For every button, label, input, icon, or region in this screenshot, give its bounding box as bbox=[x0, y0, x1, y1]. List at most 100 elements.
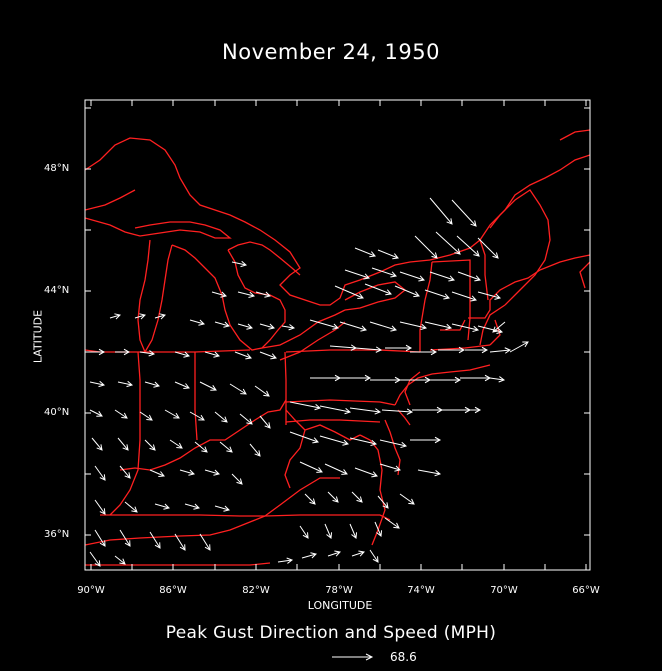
frame-ticks bbox=[85, 100, 590, 570]
gust-vector bbox=[384, 517, 400, 529]
gust-vector bbox=[399, 493, 415, 505]
gust-vector bbox=[399, 271, 425, 282]
gust-vector bbox=[299, 525, 309, 539]
gust-vector bbox=[410, 436, 442, 444]
gust-vector bbox=[174, 533, 186, 551]
gust-vector bbox=[379, 439, 408, 449]
gust-vector bbox=[435, 231, 461, 255]
gust-vector bbox=[179, 469, 195, 476]
map-title: November 24, 1950 bbox=[222, 40, 440, 64]
gust-vector bbox=[299, 461, 323, 473]
gust-vector bbox=[492, 321, 506, 333]
gust-vector bbox=[489, 347, 512, 354]
gust-vector bbox=[339, 321, 367, 332]
y-tick-48N: 48°N bbox=[44, 163, 69, 174]
gust-vector bbox=[214, 321, 230, 328]
gust-vector bbox=[184, 503, 200, 510]
gust-vector bbox=[94, 529, 106, 547]
gust-vector bbox=[424, 289, 450, 300]
gust-vector bbox=[154, 503, 170, 510]
gust-vector bbox=[399, 321, 428, 331]
gust-vector bbox=[114, 409, 128, 419]
gust-vector bbox=[369, 321, 397, 332]
y-tick-44N: 44°N bbox=[44, 285, 69, 296]
gust-vector bbox=[385, 344, 413, 352]
gust-vector bbox=[89, 551, 101, 567]
gust-vector bbox=[91, 437, 103, 451]
gust-vector bbox=[354, 247, 376, 258]
gust-vector bbox=[364, 283, 392, 296]
gust-vector bbox=[309, 319, 339, 330]
gust-vector bbox=[334, 285, 364, 300]
gust-vector bbox=[429, 271, 455, 282]
gust-vector bbox=[377, 495, 389, 509]
gust-vector bbox=[304, 493, 316, 505]
gust-vector bbox=[214, 505, 230, 512]
gust-vector bbox=[139, 411, 153, 421]
gust-vector bbox=[259, 415, 271, 429]
gust-vector bbox=[465, 346, 489, 354]
gust-vector bbox=[249, 443, 261, 457]
gust-vector bbox=[457, 271, 481, 282]
gust-vector bbox=[144, 439, 156, 451]
gust-vector bbox=[351, 550, 365, 557]
gust-vector bbox=[349, 523, 358, 539]
x-tick-70W: 70°W bbox=[490, 585, 518, 596]
gust-vector bbox=[237, 323, 253, 330]
gust-vector bbox=[255, 291, 271, 298]
map-frame bbox=[84, 99, 591, 571]
gust-vector bbox=[451, 291, 477, 302]
gust-vector bbox=[189, 319, 205, 326]
gust-vector bbox=[277, 557, 294, 564]
gust-vector bbox=[89, 380, 106, 388]
x-tick-82W: 82°W bbox=[242, 585, 270, 596]
gust-vector bbox=[324, 523, 333, 539]
reference-vector-value: 68.6 bbox=[390, 650, 417, 664]
gust-vector bbox=[377, 249, 399, 260]
x-tick-86W: 86°W bbox=[159, 585, 187, 596]
gust-vector bbox=[199, 533, 211, 551]
gust-vector bbox=[149, 469, 165, 478]
gust-vector bbox=[310, 374, 342, 382]
gust-vector bbox=[429, 197, 453, 225]
gust-vector bbox=[349, 437, 378, 447]
x-axis-label: LONGITUDE bbox=[307, 599, 373, 612]
gust-vector bbox=[451, 323, 480, 333]
gust-vector bbox=[319, 435, 349, 446]
gust-vector bbox=[351, 491, 363, 503]
y-tick-36N: 36°N bbox=[44, 529, 69, 540]
gust-vector bbox=[234, 351, 252, 360]
gust-vector bbox=[174, 351, 190, 358]
gust-vector bbox=[381, 408, 414, 415]
gust-vector bbox=[489, 376, 506, 383]
political-borders bbox=[85, 129, 590, 566]
gust-vector bbox=[149, 531, 161, 549]
gust-vector bbox=[414, 235, 438, 259]
gust-vector bbox=[115, 348, 131, 356]
gust-vector bbox=[94, 499, 106, 515]
gust-vector bbox=[417, 469, 442, 477]
gust-vector bbox=[410, 348, 438, 356]
x-tick-labels: 90°W 86°W 82°W 78°W 74°W 70°W 66°W bbox=[77, 585, 600, 596]
gust-vector bbox=[119, 529, 131, 547]
gust-vector bbox=[477, 237, 499, 259]
x-tick-66W: 66°W bbox=[572, 585, 600, 596]
gust-vector bbox=[460, 406, 482, 414]
gust-vector bbox=[219, 441, 233, 453]
gust-vector bbox=[204, 469, 220, 476]
gust-vector bbox=[239, 413, 253, 425]
gust-vector bbox=[124, 501, 138, 513]
gust-vector bbox=[144, 381, 160, 388]
gust-vector bbox=[354, 346, 383, 353]
gust-vector bbox=[164, 409, 180, 419]
gust-vector bbox=[114, 555, 126, 565]
gust-vector bbox=[369, 549, 379, 563]
reference-vector-arrow bbox=[332, 653, 374, 661]
gust-vector bbox=[94, 465, 106, 481]
gust-vector bbox=[194, 441, 208, 453]
gust-vector bbox=[231, 260, 248, 268]
gust-vector bbox=[174, 381, 190, 390]
gust-vector bbox=[349, 407, 382, 415]
gust-vector bbox=[214, 411, 228, 423]
